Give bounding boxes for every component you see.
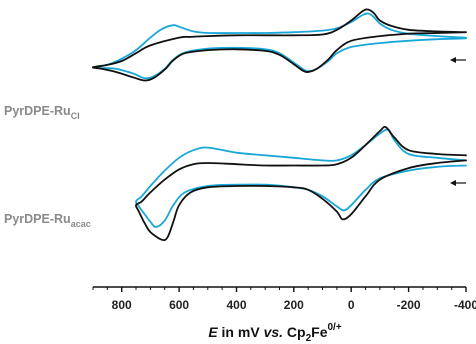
x-axis: 800 600 400 200 0 -200 -400 [92,286,476,312]
cv-trace-panel-0-series-1 [92,8,467,82]
x-tick-label: -200 [397,298,421,312]
series-labels: PyrDPE-RuCl PyrDPE-Ruacac [4,104,91,229]
plot-area [92,8,467,242]
cv-trace-panel-1-series-1 [135,125,467,242]
series-label-ru-acac: PyrDPE-Ruacac [4,212,91,229]
scan-direction-arrow-1 [450,180,466,186]
x-tick-label: 0 [348,298,355,312]
panel-1 [135,125,467,242]
x-tick-label: 200 [284,298,304,312]
x-tick-label: 800 [112,298,132,312]
cv-trace-panel-1-series-0 [135,128,467,228]
series-label-ru-cl: PyrDPE-RuCl [4,104,80,121]
scan-direction-arrow-0 [450,57,466,63]
panel-0 [92,8,467,82]
x-axis-title: E in mV vs. Cp2Fe0/+ [208,322,342,344]
x-tick-label: -400 [454,298,476,312]
x-tick-label: 600 [169,298,189,312]
x-tick-label: 400 [226,298,246,312]
